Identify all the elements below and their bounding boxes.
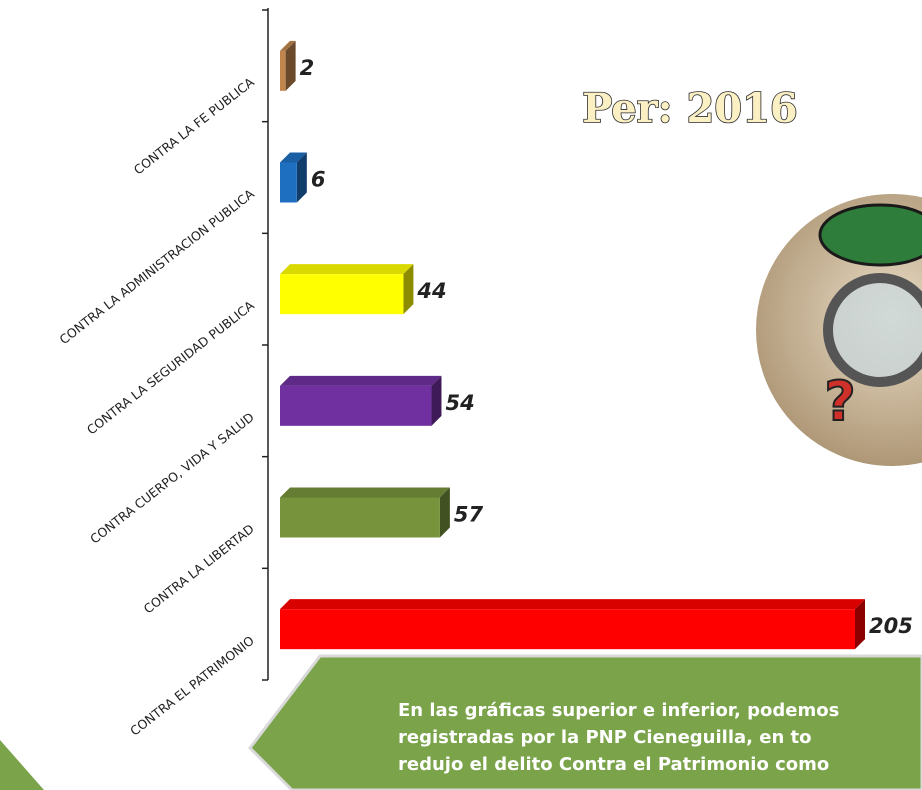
y-tick-label: CONTRA CUERPO, VIDA Y SALUD xyxy=(87,409,257,546)
note-text: registradas por la PNP Cieneguilla, en t… xyxy=(398,727,812,748)
bar xyxy=(280,497,440,538)
illustration: ? xyxy=(752,190,922,470)
note-text: redujo el delito Contra el Patrimonio co… xyxy=(398,754,829,775)
bar-side xyxy=(855,599,865,650)
value-label: 54 xyxy=(445,391,474,415)
value-label: 205 xyxy=(869,614,913,638)
bar xyxy=(280,162,297,203)
bar-top xyxy=(280,40,296,51)
bar xyxy=(280,274,404,315)
bar xyxy=(280,50,286,91)
note-text: En las gráficas superior e inferior, pod… xyxy=(398,700,839,721)
y-tick-label: CONTRA EL PATRIMONIO xyxy=(127,633,257,739)
bar-side xyxy=(431,375,442,426)
bar xyxy=(280,609,855,650)
bar xyxy=(280,385,432,426)
decoration xyxy=(0,740,44,790)
svg-text:?: ? xyxy=(824,370,855,433)
value-label: 57 xyxy=(454,503,484,527)
bar-top xyxy=(280,375,442,386)
bar-side xyxy=(296,152,307,203)
bar-top xyxy=(280,152,307,163)
value-label: 2 xyxy=(300,56,315,80)
value-label: 6 xyxy=(311,168,326,192)
y-tick-label: CONTRA LA FE PUBLICA xyxy=(131,74,257,177)
bar-side xyxy=(285,40,296,91)
bar-top xyxy=(280,599,865,610)
bar-side xyxy=(439,487,450,538)
bar-top xyxy=(280,487,450,498)
bar-top xyxy=(280,264,414,275)
chart-title: Per: 2016 xyxy=(582,85,798,132)
bar-side xyxy=(403,264,414,315)
note-box xyxy=(248,654,922,790)
y-tick-label: CONTRA LA SEGURIDAD PUBLICA xyxy=(84,297,257,437)
y-tick-label: CONTRA LA LIBERTAD xyxy=(141,521,257,616)
value-label: 44 xyxy=(416,279,446,303)
